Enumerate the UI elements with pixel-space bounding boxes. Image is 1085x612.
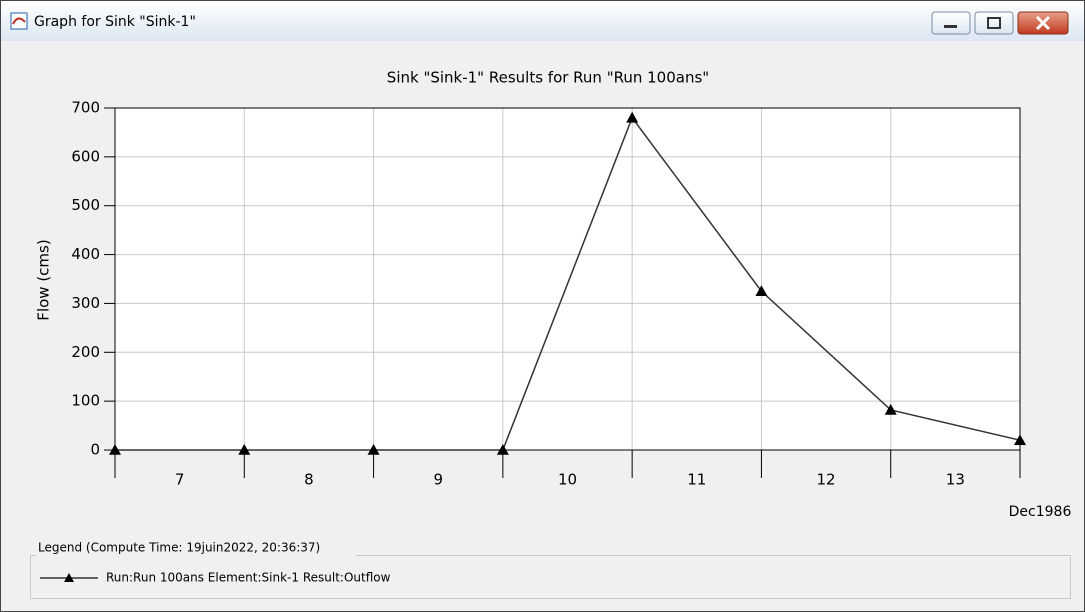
plot-area (115, 108, 1020, 450)
window-icon (10, 12, 28, 30)
y-tick-label: 200 (71, 343, 100, 361)
y-tick-label: 400 (71, 245, 100, 263)
x-tick-label: 8 (304, 471, 314, 489)
point-marker (109, 444, 121, 455)
point-marker (1014, 434, 1026, 446)
x-tick-label: 12 (817, 471, 836, 489)
legend-title: Legend (Compute Time: 19juin2022, 20:36:… (38, 541, 320, 555)
series-line (115, 116, 1021, 451)
close-button[interactable] (1017, 11, 1069, 35)
window-icon-curve (12, 17, 26, 25)
point-marker (884, 403, 897, 415)
point-marker (626, 111, 639, 123)
y-tick-label: 0 (90, 441, 100, 459)
x-tick-label: 11 (687, 471, 706, 489)
minimize-button[interactable] (931, 11, 971, 35)
point-marker (496, 444, 509, 455)
point-marker (367, 444, 380, 455)
title-bar (1, 1, 1084, 41)
x-tick-label: 13 (946, 471, 965, 489)
y-tick-label: 100 (71, 392, 100, 410)
x-tick-label: 10 (558, 471, 577, 489)
chart-title: Sink "Sink-1" Results for Run "Run 100an… (387, 69, 709, 87)
legend-entry: Run:Run 100ans Element:Sink-1 Result:Out… (106, 571, 391, 585)
x-axis-unit-label: Dec1986 (1009, 504, 1072, 520)
plot-border (114, 107, 1021, 451)
y-tick-label: 300 (71, 294, 100, 312)
y-tick-label: 500 (71, 196, 100, 214)
window-title: Graph for Sink "Sink-1" (34, 14, 196, 30)
y-tick-label: 700 (71, 99, 100, 117)
y-tick-label: 600 (71, 147, 100, 165)
x-tick-label: 7 (175, 471, 185, 489)
point-marker (238, 444, 251, 455)
legend-box (30, 555, 1071, 599)
x-tick-label: 9 (433, 471, 443, 489)
legend-title-bg (36, 540, 356, 556)
point-marker (755, 285, 768, 297)
maximize-button[interactable] (974, 11, 1014, 35)
y-axis-label: Flow (cms) (35, 239, 53, 320)
legend-marker (64, 573, 74, 582)
